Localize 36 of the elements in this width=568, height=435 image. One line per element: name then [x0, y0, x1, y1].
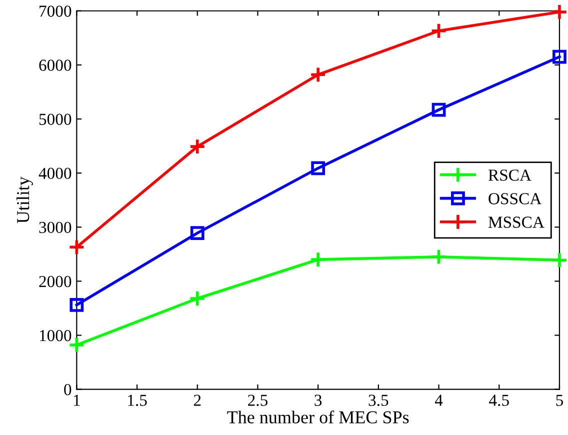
y-tick-label: 5000 [39, 114, 72, 125]
y-tick-label: 0 [64, 384, 72, 396]
y-tick-label: 6000 [39, 60, 72, 71]
point [190, 226, 204, 240]
point [551, 252, 568, 268]
x-tick-label: 4.5 [489, 394, 509, 406]
point [551, 4, 568, 20]
x-axis-title: The number of MEC SPs [227, 410, 409, 424]
legend-label: MSSCA [488, 216, 544, 228]
point [430, 22, 448, 40]
point [310, 251, 326, 268]
point [189, 290, 206, 307]
y-tick-label: 7000 [40, 6, 72, 17]
point [311, 161, 326, 176]
point [552, 50, 566, 64]
x-tick-label: 5 [556, 394, 563, 406]
x-tick-label: 3 [314, 394, 322, 406]
y-tick-label: 1000 [40, 330, 72, 342]
x-tick-label: 3.5 [368, 394, 388, 406]
y-tick-label: 2000 [39, 276, 72, 288]
y-tick-label: 4000 [38, 168, 72, 180]
point [70, 298, 84, 312]
y-tick-label: 3000 [39, 222, 72, 234]
x-tick-label: 2 [194, 394, 201, 406]
legend-label: RSCA [488, 170, 532, 181]
x-tick-label: 1.5 [128, 394, 147, 406]
point [310, 66, 326, 84]
legend-label: OSSCA [488, 193, 542, 204]
y-axis-title: Utility [16, 176, 33, 224]
point [432, 102, 446, 117]
point [189, 138, 206, 155]
point [430, 248, 448, 266]
x-tick-label: 2.5 [248, 394, 268, 406]
point [68, 238, 86, 256]
x-tick-label: 4 [434, 394, 443, 406]
x-tick-label: 1 [74, 394, 80, 406]
